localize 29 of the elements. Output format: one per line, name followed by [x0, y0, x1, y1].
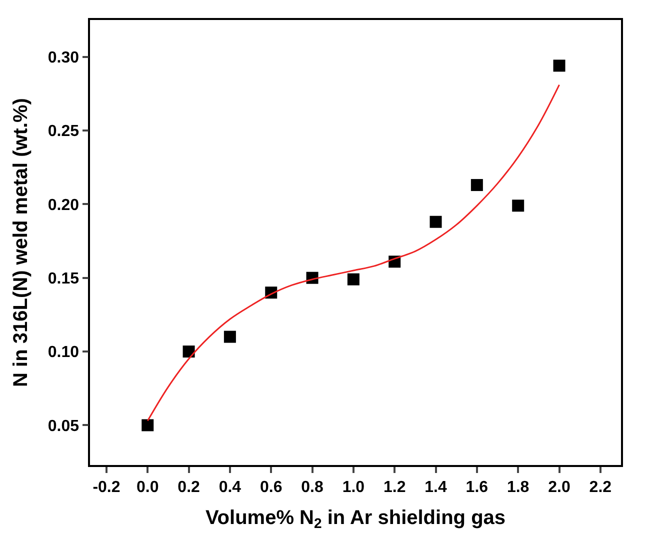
x-tick-label: 1.8: [506, 478, 530, 496]
x-tick-label: 2.2: [589, 478, 612, 496]
point: [470, 179, 483, 192]
point: [142, 419, 154, 432]
y-tick-label: 0.15: [48, 270, 80, 288]
point: [430, 216, 442, 228]
y-axis-title: N in 316L(N) weld metal (wt.%): [10, 98, 32, 387]
x-tick-label: 1.0: [342, 478, 365, 496]
y-tick-label: 0.10: [48, 344, 80, 362]
point: [224, 330, 236, 343]
x-tick-label: 0.0: [136, 478, 159, 496]
point: [347, 273, 360, 286]
point: [182, 346, 195, 358]
x-tick-label: 0.2: [178, 478, 200, 496]
point: [553, 60, 566, 72]
x-tick-label: -0.2: [92, 478, 120, 496]
x-tick-label: 0.8: [301, 478, 324, 496]
x-axis-title: Volume% N$_{2}$ in Ar shielding gas: [205, 506, 506, 532]
x-tick-label: 1.4: [424, 478, 447, 496]
y-tick-label: 0.05: [48, 418, 80, 435]
point: [512, 200, 524, 212]
y-tick-label: 0.20: [48, 196, 80, 214]
y-tick-label: 0.25: [48, 123, 80, 140]
x-tick-label: 2.0: [548, 478, 570, 496]
x-tick-label: 1.2: [383, 478, 406, 496]
y-tick-label: 0.30: [48, 49, 80, 66]
x-tick-label: 1.6: [466, 478, 488, 496]
x-tick-label: 0.4: [218, 478, 242, 496]
x-tick-label: 0.6: [260, 478, 282, 496]
